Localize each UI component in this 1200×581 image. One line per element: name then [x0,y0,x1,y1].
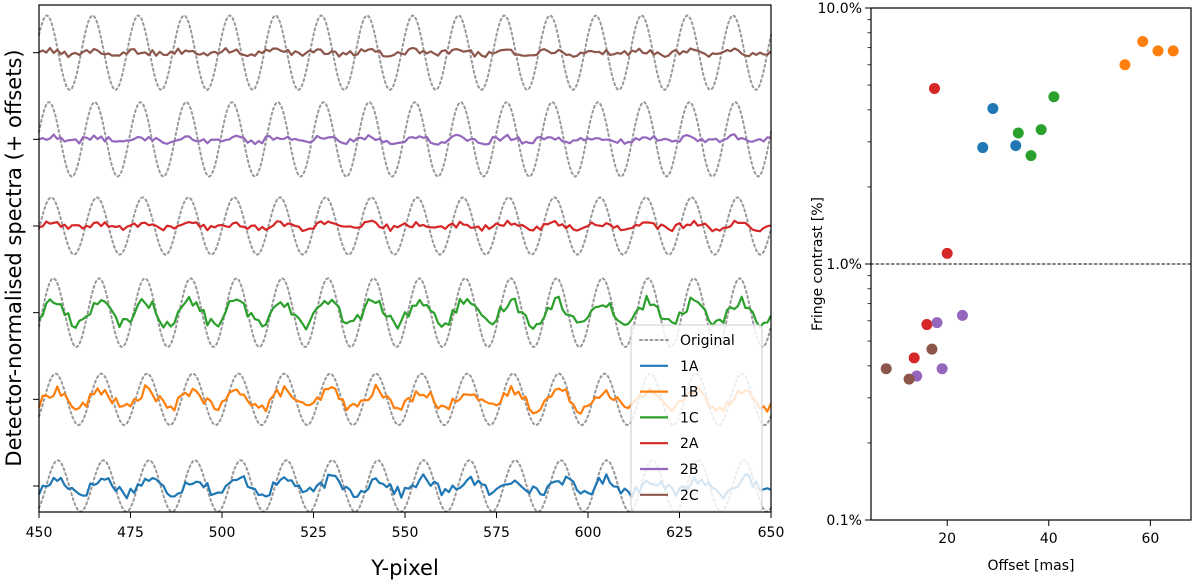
contrast-panel: 20 40 60 0.1% 1.0% 10.0% Offset [mas] Fringe… [810,1,1192,574]
point-2a-1 [941,247,953,259]
point-1c-3 [1048,91,1060,103]
original-line-1c [38,277,772,348]
point-1c-2 [1035,124,1047,136]
point-1a-2 [1010,140,1022,152]
point-2a-0 [928,82,940,94]
point-1b-0 [1119,59,1131,71]
legend-label-1b: 1B [680,385,699,401]
point-1a-0 [977,142,989,154]
point-2c-0 [880,363,892,375]
point-2b-2 [936,363,948,375]
point-2a-3 [908,352,920,364]
legend-item-2b: 2B [640,462,699,478]
legend-item-2a: 2A [640,436,699,452]
spectra-x-tick-label-600: 600 [575,525,602,541]
contrast-x-tick-label-20: 20 [938,531,956,547]
point-2b-0 [931,317,943,329]
contrast-plot-area [870,35,1192,385]
contrast-y-tick-label-0.1%: 0.1% [826,513,862,529]
spectra-x-tick-label-475: 475 [117,525,144,541]
legend-item-original: Original [639,333,735,349]
legend-item-1b: 1B [640,385,699,401]
original-line-2c [38,14,772,92]
point-2b-1 [956,309,968,321]
contrast-x-tick-label-60: 60 [1141,531,1159,547]
legend-box [630,324,763,512]
spectra-x-axis-title: Y-pixel [370,556,439,580]
spectra-x-tick-label-650: 650 [758,525,785,541]
spectra-panel: 450 475 500 525 550 575 600 625 650 Y-pixel Dete… [2,4,785,580]
contrast-x-ticks: 20 40 60 [938,520,1159,547]
legend-label-2a: 2A [680,436,699,452]
spectra-legend: Original 1A 1B 1C 2A 2B 2C [630,324,763,512]
contrast-y-ticks: 0.1% 1.0% 10.0% [818,1,871,529]
spectra-x-tick-label-550: 550 [392,525,419,541]
spectra-y-ticks [33,52,39,487]
legend-item-1c: 1C [640,410,699,426]
point-1c-1 [1025,150,1037,162]
spectra-x-tick-label-525: 525 [300,525,327,541]
point-1a-1 [987,102,999,114]
spectra-x-tick-label-500: 500 [209,525,236,541]
contrast-y-tick-label-1.0%: 1.0% [826,257,862,273]
spectra-x-tick-label-625: 625 [666,525,693,541]
point-2c-2 [926,343,938,355]
corrected-line-2a [38,219,772,233]
point-1b-1 [1137,35,1149,47]
contrast-x-tick-label-40: 40 [1040,531,1058,547]
point-1c-0 [1012,127,1024,139]
spectra-x-ticks: 450 475 500 525 550 575 600 625 650 [26,512,785,541]
spectra-x-tick-label-575: 575 [483,525,510,541]
point-2a-2 [921,319,933,331]
spectra-x-tick-label-450: 450 [26,525,53,541]
legend-label-2c: 2C [680,488,699,504]
legend-label-1c: 1C [680,410,699,426]
legend-label-2b: 2B [680,462,699,478]
corrected-line-2b [38,133,772,146]
point-2c-1 [903,373,915,385]
spectra-y-axis-title: Detector-normalised spectra (+ offsets) [2,49,26,466]
legend-label-original: Original [680,333,735,349]
contrast-x-axis-title: Offset [mas] [988,558,1075,574]
original-line-1a [38,459,772,513]
corrected-line-1c [38,294,772,331]
legend-label-1a: 1A [680,359,699,375]
contrast-y-axis-title: Fringe contrast [%] [810,197,826,331]
point-1b-3 [1167,45,1179,57]
legend-item-1a: 1A [640,359,699,375]
corrected-line-2c [38,46,772,59]
legend-item-2c: 2C [640,488,699,504]
contrast-y-tick-label-10.0%: 10.0% [818,1,862,17]
original-line-2a [38,196,772,256]
original-line-2b [38,101,772,178]
point-1b-2 [1152,45,1164,57]
